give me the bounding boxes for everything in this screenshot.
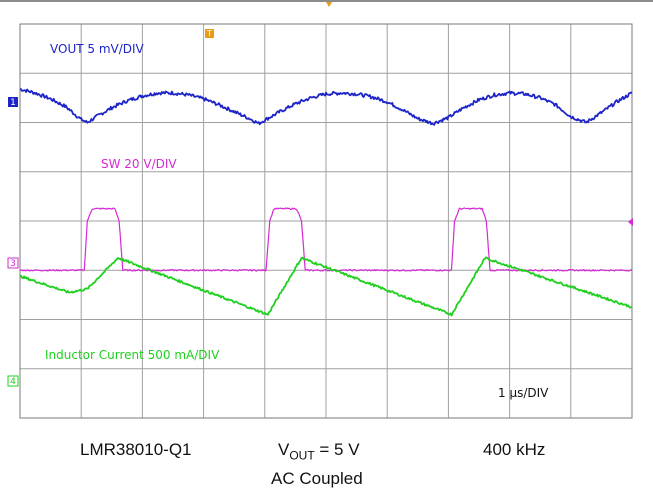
data-point-vout [280, 111, 281, 112]
data-point-sw [265, 270, 266, 271]
data-point-sw [19, 270, 20, 271]
trigger-position-icon [326, 2, 332, 7]
data-point-vout [631, 92, 632, 93]
data-point-sw [305, 270, 306, 271]
data-point-vout [417, 118, 418, 119]
data-point-sw [631, 270, 632, 271]
data-point-vout [616, 101, 617, 102]
data-point-vout [540, 97, 541, 98]
data-point-vout [555, 104, 556, 105]
data-point-vout [111, 107, 112, 108]
data-point-sw [482, 208, 483, 209]
data-point-vout [264, 119, 265, 120]
data-point-sw [451, 270, 452, 271]
channel-3-marker: 3 [7, 257, 19, 269]
data-point-sw [122, 270, 123, 271]
data-point-vout [341, 92, 342, 93]
data-point-vout [172, 92, 173, 93]
trace-sw [19, 207, 633, 272]
data-point-vout [142, 95, 143, 96]
trace-inductor-current [19, 256, 633, 317]
data-point-sw [119, 220, 120, 221]
data-point-sw [296, 208, 297, 209]
caption-vout-subscript: OUT [289, 448, 315, 463]
channel-1-marker: 1 [8, 97, 18, 108]
data-point-sw [486, 220, 487, 221]
data-point-vout [218, 104, 219, 105]
data-point-vout [35, 92, 36, 93]
data-point-vout [258, 123, 259, 124]
caption-device: LMR38010-Q1 [80, 440, 192, 459]
data-point-vout [19, 88, 20, 89]
data-point-vout [601, 112, 602, 113]
data-point-sw [114, 208, 115, 209]
trace-vout [19, 88, 633, 126]
label-sw: SW 20 V/DIV [101, 157, 177, 171]
data-point-vout [463, 107, 464, 108]
data-point-inductor-current [631, 307, 632, 308]
data-point-vout [96, 116, 97, 117]
trigger-level-icon [628, 218, 633, 226]
data-point-vout [356, 93, 357, 94]
caption-frequency: 400 kHz [483, 440, 546, 459]
data-point-vout [188, 94, 189, 95]
data-point-sw [273, 208, 274, 209]
label-inductor-current: Inductor Current 500 mA/DIV [45, 348, 220, 362]
data-point-sw [454, 220, 455, 221]
data-point-vout [402, 109, 403, 110]
data-point-vout [65, 106, 66, 107]
svg-text:T: T [206, 29, 212, 38]
data-point-vout [127, 100, 128, 101]
data-point-vout [371, 96, 372, 97]
caption-vout-value: = 5 V [314, 440, 360, 459]
data-point-vout [570, 116, 571, 117]
data-point-vout [157, 92, 158, 93]
data-point-vout [494, 94, 495, 95]
oscilloscope-plot: VOUT 5 mV/DIV SW 20 V/DIV Inductor Curre… [0, 0, 653, 419]
trigger-marker: T [205, 29, 214, 38]
data-point-inductor-current [451, 314, 452, 315]
data-point-sw [301, 220, 302, 221]
data-point-sw [459, 208, 460, 209]
data-point-sw [87, 220, 88, 221]
svg-text:4: 4 [10, 377, 16, 387]
data-point-vout [478, 99, 479, 100]
data-point-sw [489, 270, 490, 271]
caption-vout-symbol: V [278, 440, 290, 459]
data-point-inductor-current [301, 257, 302, 258]
caption-vout: VOUT = 5 V [278, 440, 360, 462]
data-point-sw [84, 270, 85, 271]
data-point-vout [234, 111, 235, 112]
label-vout: VOUT 5 mV/DIV [50, 42, 145, 56]
data-point-inductor-current [267, 314, 268, 315]
svg-text:3: 3 [10, 259, 16, 269]
label-time-scale: 1 µs/DIV [498, 386, 549, 400]
data-point-vout [50, 98, 51, 99]
traces [19, 88, 633, 317]
data-point-vout [310, 97, 311, 98]
data-point-inductor-current [87, 288, 88, 289]
data-point-vout [81, 119, 82, 120]
data-point-inductor-current [485, 257, 486, 258]
data-point-sw [92, 208, 93, 209]
data-point-vout [203, 98, 204, 99]
data-point-inductor-current [68, 292, 69, 293]
data-point-vout [524, 93, 525, 94]
svg-text:1: 1 [10, 98, 16, 108]
data-point-vout [249, 118, 250, 119]
data-point-vout [433, 123, 434, 124]
data-point-inductor-current [117, 257, 118, 258]
data-point-sw [269, 220, 270, 221]
data-point-vout [325, 93, 326, 94]
caption-coupling: AC Coupled [271, 469, 363, 488]
data-point-vout [509, 92, 510, 93]
channel-4-marker: 4 [7, 375, 19, 387]
data-point-vout [387, 101, 388, 102]
data-point-vout [448, 117, 449, 118]
data-point-vout [586, 122, 587, 123]
data-point-vout [87, 122, 88, 123]
data-point-inductor-current [19, 276, 20, 277]
data-point-vout [295, 103, 296, 104]
